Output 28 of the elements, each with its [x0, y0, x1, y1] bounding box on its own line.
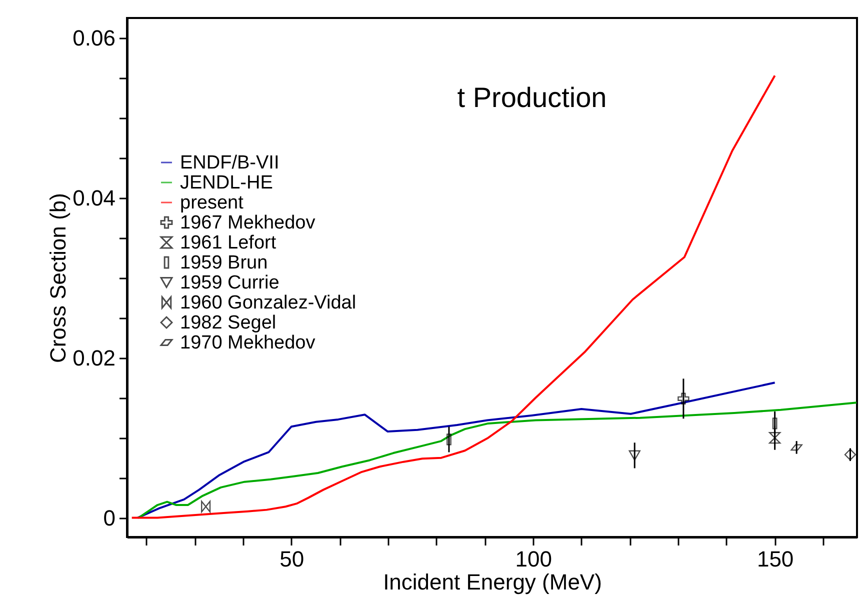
legend-label: ENDF/B-VII — [180, 152, 280, 174]
x-tick-label: 50 — [280, 546, 304, 572]
line-series — [130, 74, 776, 519]
point — [844, 448, 856, 460]
legend-label: 1982 Segel — [180, 312, 276, 334]
line-series — [136, 382, 776, 519]
legend-label: 1967 Mekhedov — [180, 212, 316, 234]
point — [678, 392, 690, 404]
legend-label: present — [180, 192, 244, 214]
x-tick-label: 100 — [515, 546, 552, 572]
legend-label: 1960 Gonzalez-Vidal — [180, 292, 356, 314]
point — [628, 450, 640, 461]
x-axis-title: Incident Energy (MeV) — [383, 570, 602, 594]
line-series — [138, 402, 857, 519]
y-tick-label: 0.02 — [72, 345, 116, 370]
text: t Production — [457, 82, 607, 113]
y-tick-label: 0 — [103, 505, 116, 530]
point — [201, 500, 211, 512]
point — [768, 432, 781, 444]
y-tick-label: 0.04 — [72, 185, 116, 210]
legend-label: 1970 Mekhedov — [180, 332, 316, 354]
y-tick-label: 0.06 — [72, 25, 116, 50]
legend-label: 1961 Lefort — [180, 232, 277, 254]
y-axis-title: Cross Section (b) — [46, 193, 71, 363]
x-tick-label: 150 — [756, 546, 794, 572]
legend-label: 1959 Brun — [180, 252, 268, 274]
legend-label: JENDL-HE — [180, 172, 273, 194]
legend-label: 1959 Currie — [180, 272, 280, 294]
